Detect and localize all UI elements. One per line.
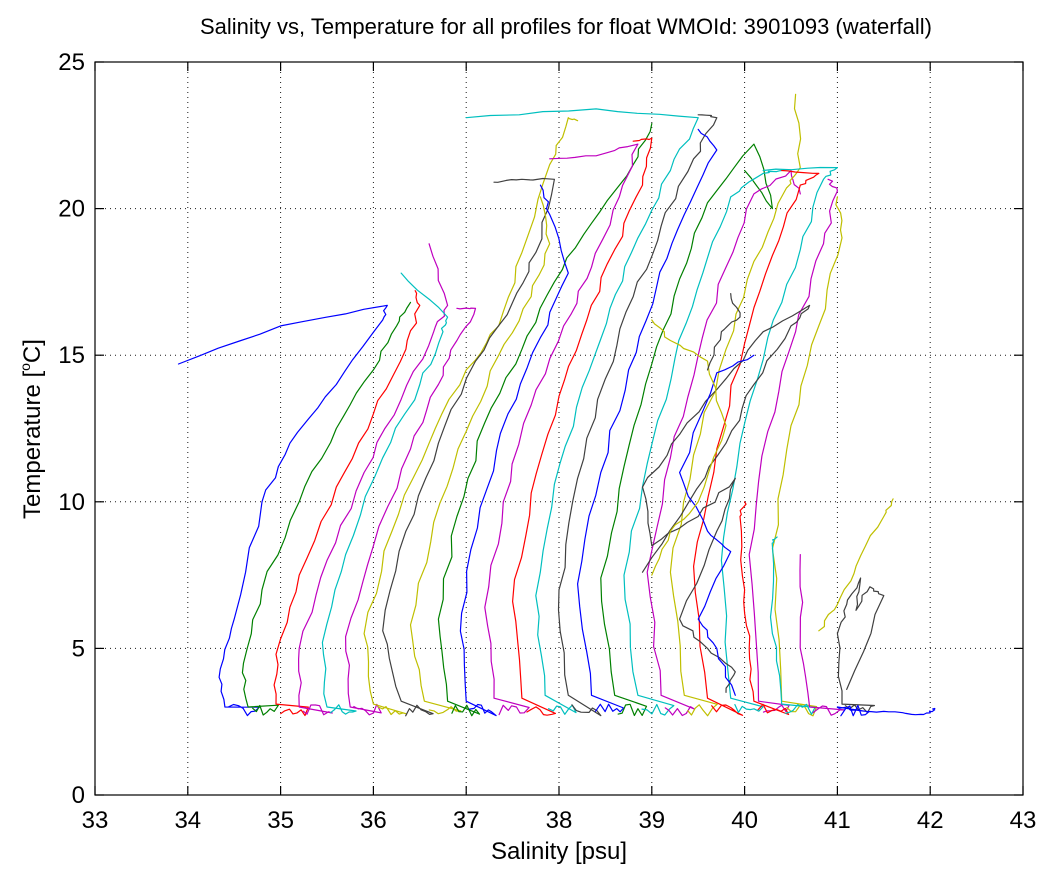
x-tick-label: 38: [546, 807, 573, 834]
series-line-13: [511, 137, 653, 716]
series-line-5: [321, 272, 449, 715]
series-line-4: [298, 243, 449, 716]
series-line-25: [641, 304, 811, 694]
series-line-31: [799, 553, 845, 716]
series-line-9: [409, 196, 551, 715]
series-line-14: [465, 108, 699, 715]
series-line-34: [836, 704, 936, 717]
series-line-24: [771, 196, 843, 717]
y-tick-label: 5: [72, 635, 85, 662]
series-line-29: [739, 501, 790, 716]
series-line-7: [363, 117, 579, 716]
y-axis-label-main: Temperature [: [19, 371, 46, 519]
x-tick-label: 33: [82, 807, 109, 834]
series-line-17: [600, 143, 774, 717]
series-line-3: [273, 290, 421, 717]
x-tick-label: 36: [360, 807, 387, 834]
y-tick-label: 15: [58, 342, 85, 369]
series-line-15: [557, 114, 718, 717]
x-tick-label: 35: [267, 807, 294, 834]
series-line-11: [459, 184, 569, 717]
series-line-33: [836, 577, 885, 714]
x-tick-labels: 33 34 35 36 37 38 39 40 41 42 43: [82, 807, 1037, 834]
series-line-16: [576, 128, 718, 713]
x-tick-label: 42: [917, 807, 944, 834]
series-line-21: [692, 169, 820, 716]
series-line-30: [769, 536, 816, 715]
y-tick-label: 0: [72, 782, 85, 809]
series-line-27: [651, 319, 727, 576]
series-line-20: [669, 93, 802, 717]
series-line-10: [437, 122, 653, 717]
series-line-28: [706, 293, 741, 371]
series-lines: [177, 93, 936, 717]
chart-title: Salinity vs, Temperature for all profile…: [200, 14, 932, 39]
x-tick-label: 34: [174, 807, 201, 834]
y-axis-label-end: C]: [19, 339, 46, 363]
x-axis-label: Salinity [psu]: [491, 838, 627, 865]
x-tick-label: 40: [731, 807, 758, 834]
series-line-23: [748, 178, 839, 713]
y-tick-labels: 0 5 10 15 20 25: [58, 49, 85, 809]
series-line-26: [678, 354, 755, 696]
y-axis-label-superscript: o: [17, 363, 33, 371]
gridlines: [95, 62, 1023, 795]
series-line-6: [345, 307, 477, 716]
series-line-19: [646, 169, 801, 717]
x-tick-label: 39: [638, 807, 665, 834]
y-tick-label: 25: [58, 49, 85, 76]
series-line-2: [241, 301, 412, 716]
series-line-12: [484, 143, 639, 716]
series-line-8: [382, 177, 556, 717]
x-tick-label: 43: [1010, 807, 1037, 834]
x-tick-label: 37: [453, 807, 480, 834]
y-axis-label: Temperature [oC]: [17, 339, 46, 519]
y-tick-label: 10: [58, 489, 85, 516]
series-line-18: [623, 169, 783, 716]
plot-frame: [94, 61, 1024, 796]
series-line-22: [720, 166, 839, 714]
series-line-32: [818, 498, 894, 632]
x-tick-label: 41: [824, 807, 851, 834]
series-line-1: [177, 304, 388, 717]
y-tick-label: 20: [58, 196, 85, 223]
